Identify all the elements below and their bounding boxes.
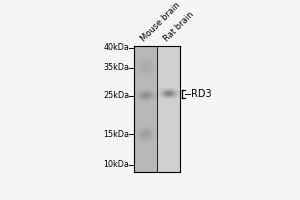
Text: 10kDa: 10kDa (103, 160, 129, 169)
Text: 15kDa: 15kDa (103, 130, 129, 139)
Text: 40kDa: 40kDa (103, 43, 129, 52)
Text: Rat brain: Rat brain (163, 10, 196, 43)
Text: RD3: RD3 (191, 89, 211, 99)
Text: 35kDa: 35kDa (103, 63, 129, 72)
Bar (157, 46, 181, 172)
Text: 25kDa: 25kDa (103, 91, 129, 100)
Bar (134, 46, 157, 172)
Text: Mouse brain: Mouse brain (139, 0, 182, 43)
